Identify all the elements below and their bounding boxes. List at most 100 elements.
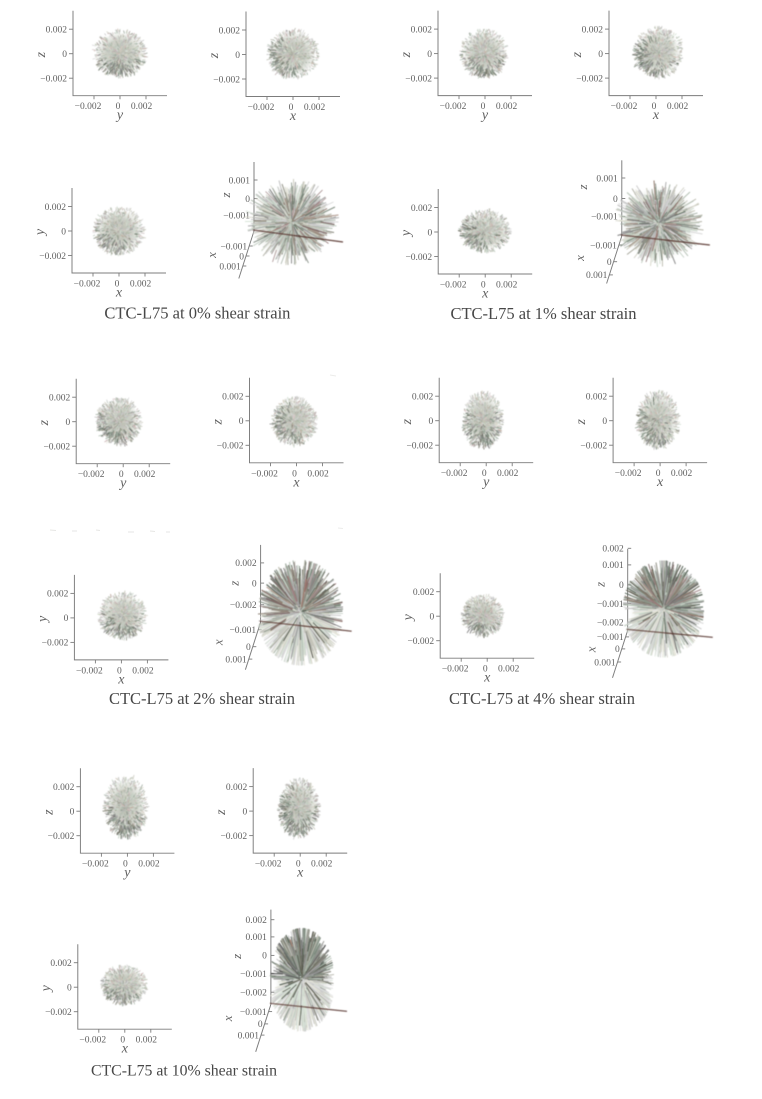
svg-text:0: 0 bbox=[70, 808, 75, 818]
svg-text:0.002: 0.002 bbox=[671, 469, 693, 479]
svg-text:x: x bbox=[296, 866, 304, 881]
svg-text:0.002: 0.002 bbox=[222, 393, 244, 403]
svg-text:z: z bbox=[570, 51, 585, 58]
svg-text:z: z bbox=[41, 809, 56, 816]
svg-text:z: z bbox=[214, 809, 229, 816]
svg-text:x: x bbox=[656, 475, 664, 490]
svg-text:−0.002: −0.002 bbox=[405, 74, 432, 84]
svg-text:0.002: 0.002 bbox=[411, 25, 433, 35]
svg-text:y: y bbox=[115, 108, 124, 123]
svg-text:0: 0 bbox=[481, 281, 486, 291]
svg-text:0: 0 bbox=[296, 860, 301, 870]
svg-text:0.002: 0.002 bbox=[496, 281, 518, 291]
svg-text:−0.002: −0.002 bbox=[43, 443, 70, 453]
svg-text:0.002: 0.002 bbox=[498, 665, 520, 675]
svg-text:0: 0 bbox=[119, 470, 124, 480]
svg-text:−0.002: −0.002 bbox=[74, 280, 101, 290]
svg-text:0.001: 0.001 bbox=[596, 174, 618, 184]
svg-text:0: 0 bbox=[64, 614, 69, 624]
svg-text:−0.002: −0.002 bbox=[240, 989, 267, 999]
svg-text:x: x bbox=[117, 672, 125, 687]
svg-text:x: x bbox=[204, 252, 219, 259]
svg-text:z: z bbox=[593, 582, 608, 588]
svg-text:z: z bbox=[574, 418, 589, 425]
svg-text:0.002: 0.002 bbox=[235, 559, 257, 569]
svg-text:0: 0 bbox=[67, 984, 72, 994]
svg-text:0.001: 0.001 bbox=[219, 262, 241, 272]
svg-text:0.002: 0.002 bbox=[412, 393, 434, 403]
svg-text:−0.002: −0.002 bbox=[580, 442, 607, 452]
svg-text:0: 0 bbox=[115, 280, 120, 290]
svg-text:x: x bbox=[292, 475, 300, 490]
svg-text:z: z bbox=[34, 51, 49, 58]
svg-text:−0.002: −0.002 bbox=[442, 665, 469, 675]
svg-text:0.001: 0.001 bbox=[594, 658, 616, 668]
svg-text:0.002: 0.002 bbox=[50, 959, 72, 969]
svg-text:z: z bbox=[218, 192, 233, 198]
svg-text:0: 0 bbox=[619, 581, 624, 591]
svg-text:z: z bbox=[400, 418, 415, 425]
svg-text:0: 0 bbox=[61, 227, 66, 237]
svg-text:y: y bbox=[481, 475, 490, 490]
svg-text:0: 0 bbox=[245, 195, 250, 205]
svg-text:x: x bbox=[483, 671, 491, 686]
svg-text:0: 0 bbox=[292, 469, 297, 479]
svg-text:z: z bbox=[575, 184, 590, 190]
svg-text:0: 0 bbox=[427, 228, 432, 238]
svg-text:−0.002: −0.002 bbox=[42, 639, 69, 649]
svg-text:0.001: 0.001 bbox=[225, 655, 247, 665]
svg-text:−0.001: −0.001 bbox=[240, 1008, 267, 1018]
svg-text:0.002: 0.002 bbox=[307, 469, 329, 479]
svg-text:y: y bbox=[35, 615, 50, 624]
svg-text:−0.002: −0.002 bbox=[615, 469, 642, 479]
svg-text:0.002: 0.002 bbox=[46, 26, 68, 36]
svg-text:x: x bbox=[211, 639, 226, 646]
svg-text:0: 0 bbox=[613, 195, 618, 205]
svg-text:0.002: 0.002 bbox=[667, 102, 689, 112]
svg-text:0: 0 bbox=[116, 102, 121, 112]
svg-text:0.001: 0.001 bbox=[602, 561, 624, 571]
svg-text:0: 0 bbox=[481, 102, 486, 112]
svg-text:0: 0 bbox=[246, 643, 251, 653]
svg-text:x: x bbox=[220, 1015, 235, 1022]
svg-text:0.002: 0.002 bbox=[138, 860, 160, 870]
svg-text:0.001: 0.001 bbox=[229, 176, 251, 186]
svg-text:0.002: 0.002 bbox=[226, 783, 248, 793]
svg-text:z: z bbox=[37, 419, 52, 426]
svg-text:0: 0 bbox=[428, 417, 433, 427]
svg-text:−0.001: −0.001 bbox=[223, 212, 250, 222]
svg-text:0.002: 0.002 bbox=[134, 470, 156, 480]
svg-text:−0.002: −0.002 bbox=[440, 102, 467, 112]
svg-text:0: 0 bbox=[652, 102, 657, 112]
svg-text:0.002: 0.002 bbox=[131, 102, 153, 112]
svg-text:x: x bbox=[584, 646, 599, 653]
svg-text:z: z bbox=[227, 581, 242, 587]
svg-text:0: 0 bbox=[117, 666, 122, 676]
svg-text:CTC-L75 at 2% shear strain: CTC-L75 at 2% shear strain bbox=[109, 689, 295, 708]
svg-text:0.002: 0.002 bbox=[45, 203, 67, 213]
svg-text:0: 0 bbox=[289, 103, 294, 113]
svg-text:0: 0 bbox=[598, 50, 603, 60]
svg-text:0: 0 bbox=[62, 50, 67, 60]
svg-text:CTC-L75 at 4% shear strain: CTC-L75 at 4% shear strain bbox=[449, 689, 635, 708]
svg-text:−0.002: −0.002 bbox=[251, 469, 278, 479]
svg-text:0.002: 0.002 bbox=[311, 860, 333, 870]
svg-text:0: 0 bbox=[252, 579, 257, 589]
svg-text:y: y bbox=[39, 984, 54, 993]
svg-text:0: 0 bbox=[120, 1036, 125, 1046]
svg-text:−0.001: −0.001 bbox=[590, 241, 617, 251]
svg-text:−0.002: −0.002 bbox=[78, 470, 105, 480]
svg-text:x: x bbox=[652, 108, 660, 123]
svg-text:−0.002: −0.002 bbox=[406, 442, 433, 452]
svg-text:−0.001: −0.001 bbox=[597, 600, 624, 610]
svg-text:−0.002: −0.002 bbox=[576, 74, 603, 84]
svg-text:−0.001: −0.001 bbox=[597, 633, 624, 643]
svg-text:CTC-L75 at 10% shear strain: CTC-L75 at 10% shear strain bbox=[91, 1063, 277, 1080]
svg-text:0.001: 0.001 bbox=[238, 1031, 260, 1041]
svg-text:0.002: 0.002 bbox=[411, 204, 433, 214]
svg-text:−0.002: −0.002 bbox=[79, 1036, 106, 1046]
svg-text:x: x bbox=[481, 287, 489, 302]
svg-text:−0.001: −0.001 bbox=[229, 626, 256, 636]
svg-text:0: 0 bbox=[123, 860, 128, 870]
svg-text:0.002: 0.002 bbox=[304, 103, 326, 113]
